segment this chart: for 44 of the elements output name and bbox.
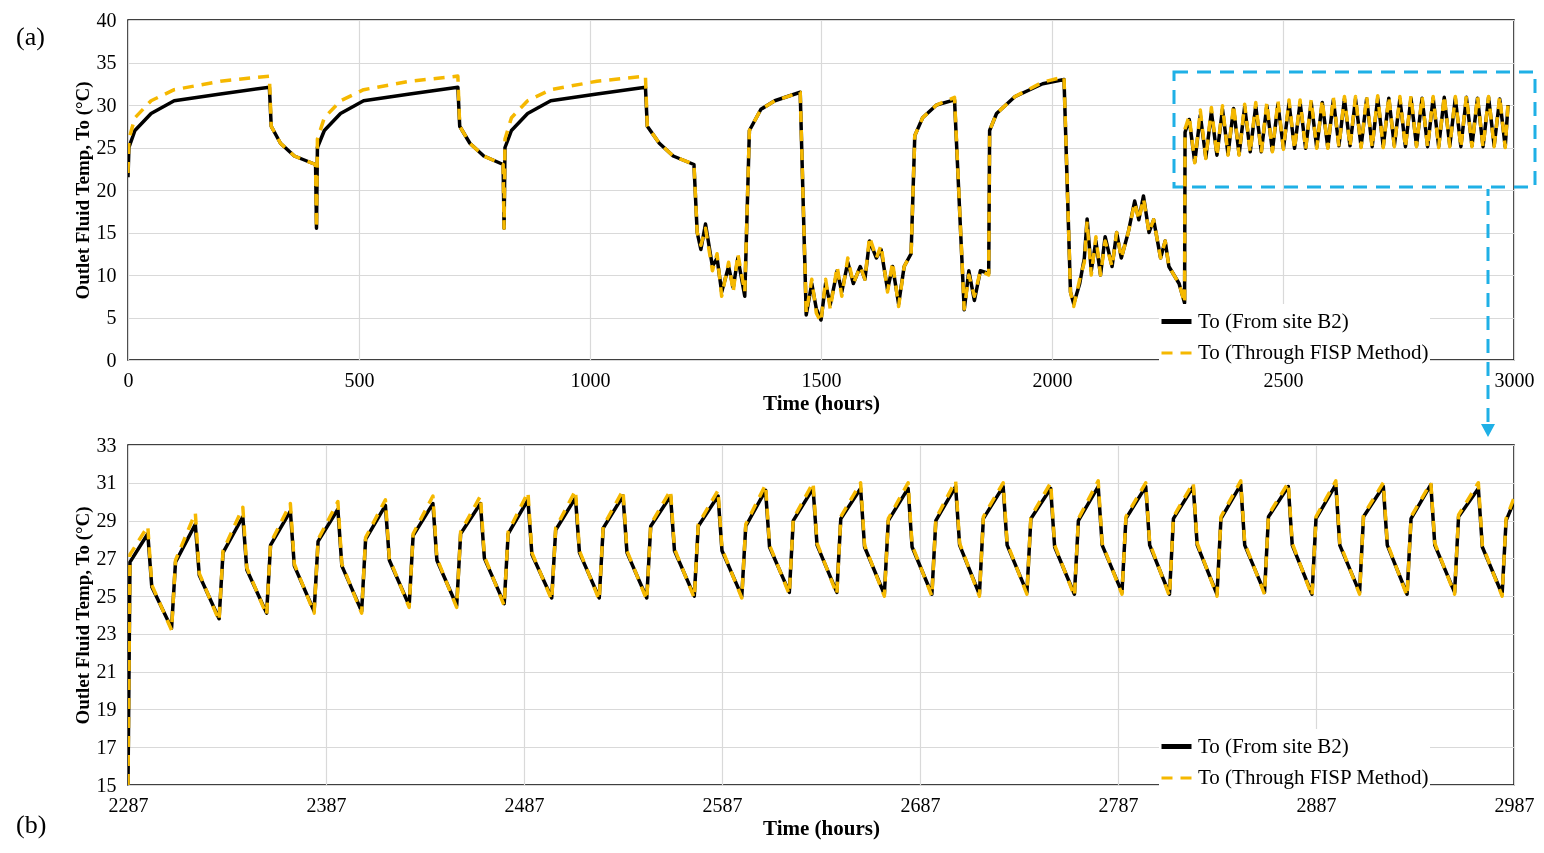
y-tick-label: 23 <box>96 622 117 645</box>
x-tick-label: 2287 <box>108 793 149 816</box>
x-tick-label: 500 <box>344 368 375 391</box>
x-axis-title: Time (hours) <box>763 815 880 840</box>
y-tick-label: 27 <box>96 546 117 569</box>
y-tick-label: 10 <box>96 263 117 286</box>
x-tick-label: 3000 <box>1494 368 1535 391</box>
y-axis-title: Outlet Fluid Temp, To (°C) <box>71 81 94 300</box>
x-tick-label: 2787 <box>1098 793 1139 816</box>
y-tick-label: 20 <box>96 178 117 201</box>
legend-label: To (From site B2) <box>1198 733 1349 758</box>
x-tick-label: 2487 <box>504 793 545 816</box>
text: (b) <box>16 810 47 840</box>
legend-label: To (From site B2) <box>1198 308 1349 333</box>
x-tick-label: 2987 <box>1494 793 1535 816</box>
y-tick-label: 25 <box>96 136 117 158</box>
x-tick-label: 0 <box>123 368 134 391</box>
x-tick-label: 2587 <box>702 793 743 816</box>
y-tick-label: 0 <box>106 348 117 371</box>
text: (a) <box>16 22 45 52</box>
y-tick-label: 15 <box>96 773 117 796</box>
y-tick-label: 31 <box>96 471 117 494</box>
y-tick-label: 33 <box>96 433 117 456</box>
y-axis-title: Outlet Fluid Temp, To (°C) <box>71 506 94 725</box>
x-tick-label: 2887 <box>1296 793 1337 816</box>
y-tick-label: 35 <box>96 51 117 73</box>
y-tick-label: 15 <box>96 221 117 243</box>
y-tick-label: 5 <box>106 306 117 328</box>
legend-label: To (Through FISP Method) <box>1198 340 1429 364</box>
y-tick-label: 29 <box>96 509 117 532</box>
x-tick-label: 2687 <box>900 793 941 816</box>
x-tick-label: 2500 <box>1263 368 1304 391</box>
y-tick-label: 17 <box>96 735 117 758</box>
x-tick-label: 1000 <box>570 368 611 391</box>
y-tick-label: 40 <box>96 8 117 31</box>
x-axis-title: Time (hours) <box>763 390 880 415</box>
y-tick-label: 19 <box>96 697 117 720</box>
x-tick-label: 2000 <box>1032 368 1073 391</box>
y-tick-label: 21 <box>96 660 117 683</box>
y-tick-label: 30 <box>96 93 117 116</box>
y-tick-label: 25 <box>96 584 117 607</box>
x-tick-label: 1500 <box>801 368 842 391</box>
x-tick-label: 2387 <box>306 793 347 816</box>
legend-label: To (Through FISP Method) <box>1198 765 1429 789</box>
